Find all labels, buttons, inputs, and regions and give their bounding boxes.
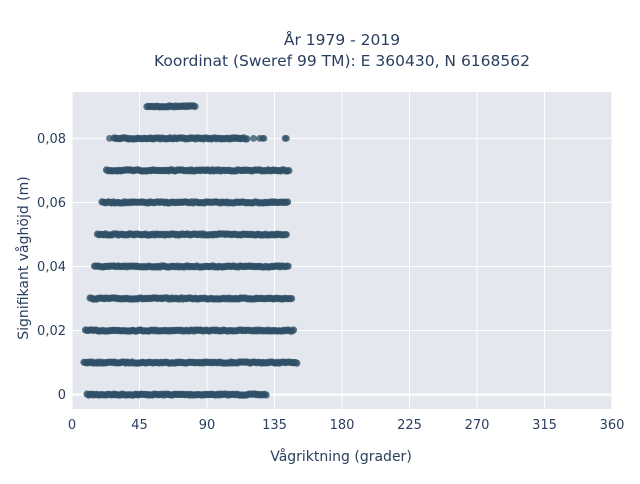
x-tick-label: 0 — [68, 418, 76, 433]
x-tick-label: 90 — [199, 418, 216, 433]
data-point — [288, 295, 296, 303]
x-axis-title: Vågriktning (grader) — [270, 448, 412, 465]
data-point — [284, 198, 292, 206]
x-tick-label: 45 — [131, 418, 148, 433]
chart-subtitle: Koordinat (Sweref 99 TM): E 360430, N 61… — [154, 52, 530, 70]
x-tick-label: 180 — [330, 418, 355, 433]
level-band — [81, 326, 298, 335]
chart-title: År 1979 - 2019 — [284, 30, 400, 49]
level-band — [143, 102, 199, 111]
data-point — [293, 359, 301, 367]
data-point — [282, 231, 290, 239]
level-band — [93, 230, 290, 239]
data-points — [80, 102, 301, 399]
y-tick-label: 0,04 — [37, 260, 66, 275]
y-tick-label: 0 — [58, 388, 66, 403]
data-point — [260, 135, 268, 142]
x-tick-label: 270 — [465, 418, 490, 433]
data-point — [191, 102, 199, 111]
grid-layer — [71, 92, 613, 409]
level-band — [102, 166, 293, 175]
data-point — [262, 391, 270, 399]
y-tick-label: 0,08 — [37, 132, 66, 147]
x-tick-label: 135 — [262, 418, 287, 433]
data-point — [284, 262, 292, 270]
tick-labels: 0 45 90 135 180 225 270 315 360 0 0,02 0,04 0,06 0,08 — [37, 132, 624, 433]
level-band — [106, 134, 290, 143]
x-tick-label: 360 — [600, 418, 625, 433]
y-tick-label: 0,02 — [37, 324, 66, 339]
level-band — [80, 358, 301, 367]
x-tick-label: 225 — [397, 418, 422, 433]
data-point — [289, 326, 298, 334]
level-band — [90, 262, 292, 271]
y-axis-title: Signifikant våghöjd (m) — [15, 176, 32, 339]
level-band — [83, 390, 270, 399]
data-point — [285, 167, 293, 175]
x-tick-label: 315 — [532, 418, 557, 433]
data-point — [106, 135, 113, 142]
level-band — [86, 294, 296, 303]
data-point — [118, 391, 125, 398]
y-tick-label: 0,06 — [37, 196, 66, 211]
data-point — [283, 135, 290, 142]
data-point — [110, 391, 118, 398]
data-point — [243, 135, 251, 143]
level-band — [98, 198, 292, 207]
data-point — [250, 135, 257, 142]
